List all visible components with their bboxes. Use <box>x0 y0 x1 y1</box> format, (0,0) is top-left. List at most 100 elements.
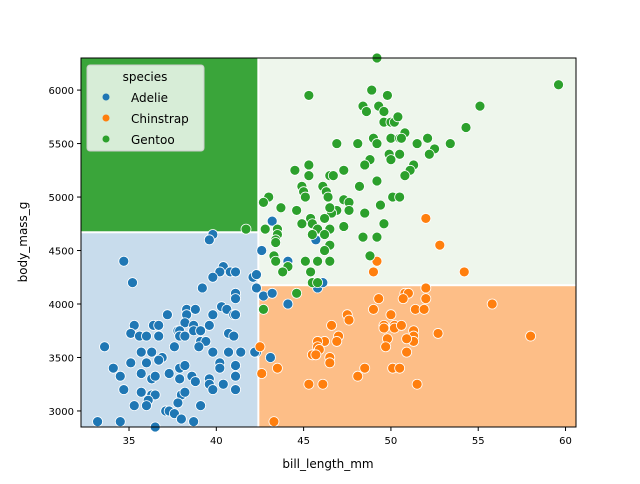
y-tick-label: 6000 <box>49 86 74 97</box>
point-adelie <box>141 400 152 412</box>
point-adelie <box>153 330 165 342</box>
point-chinstrap <box>380 341 392 353</box>
point-chinstrap <box>343 314 355 326</box>
point-adelie <box>135 386 147 398</box>
x-tick-label: 35 <box>123 436 136 447</box>
point-adelie <box>114 370 126 382</box>
point-adelie <box>118 255 130 267</box>
point-adelie <box>230 370 241 382</box>
point-gentoo <box>306 229 318 240</box>
point-adelie <box>92 416 103 428</box>
point-adelie <box>179 330 191 342</box>
legend: species Adelie Chinstrap Gentoo <box>86 64 205 152</box>
y-axis-label: body_mass_g <box>16 202 30 283</box>
x-tick-label: 55 <box>472 436 485 447</box>
point-gentoo <box>303 90 315 101</box>
y-tick-label: 4500 <box>49 247 74 258</box>
point-chinstrap <box>432 328 444 339</box>
y-axis: 3000 3500 4000 4500 5000 5500 6000 <box>49 86 81 418</box>
point-chinstrap <box>324 357 336 369</box>
point-gentoo <box>422 132 433 144</box>
point-gentoo <box>354 180 365 192</box>
point-gentoo <box>275 202 287 214</box>
point-adelie <box>162 309 173 321</box>
point-adelie <box>114 416 126 428</box>
point-adelie <box>207 384 219 395</box>
point-adelie <box>266 215 278 227</box>
point-adelie <box>179 360 191 371</box>
point-adelie <box>230 360 241 371</box>
point-gentoo <box>357 231 369 243</box>
point-chinstrap <box>303 378 315 390</box>
point-adelie <box>127 277 138 289</box>
point-adelie <box>230 293 241 305</box>
point-gentoo <box>258 303 269 315</box>
x-tick-label: 40 <box>210 436 223 447</box>
point-adelie <box>217 378 229 390</box>
point-chinstrap <box>397 293 409 305</box>
point-gentoo <box>270 237 282 248</box>
x-axis: 35 40 45 50 55 60 <box>123 427 572 447</box>
point-chinstrap <box>378 322 390 334</box>
legend-title: species <box>123 70 168 84</box>
point-adelie <box>282 298 294 310</box>
point-adelie <box>99 341 110 353</box>
point-gentoo <box>319 213 330 224</box>
point-gentoo <box>352 138 364 149</box>
point-gentoo <box>378 106 390 117</box>
y-tick-label: 4000 <box>49 300 74 311</box>
point-adelie <box>174 373 186 385</box>
point-adelie <box>207 346 219 358</box>
y-tick-label: 5500 <box>49 140 74 151</box>
point-adelie <box>235 346 247 358</box>
point-adelie <box>175 413 187 425</box>
point-chinstrap <box>359 362 371 374</box>
point-gentoo <box>359 207 371 219</box>
point-chinstrap <box>368 266 379 278</box>
point-chinstrap <box>401 333 413 345</box>
point-chinstrap <box>326 319 337 331</box>
point-gentoo <box>270 255 282 267</box>
point-adelie <box>266 287 278 299</box>
point-adelie <box>153 354 165 366</box>
point-chinstrap <box>418 303 430 315</box>
point-adelie <box>195 325 207 337</box>
point-adelie <box>251 269 262 280</box>
point-chinstrap <box>394 362 406 374</box>
point-gentoo <box>394 191 406 203</box>
plot-frame <box>80 57 577 428</box>
legend-marker-adelie <box>102 93 110 101</box>
point-adelie <box>195 400 207 412</box>
point-gentoo <box>361 106 372 117</box>
point-gentoo <box>291 287 303 299</box>
point-gentoo <box>392 111 404 123</box>
point-chinstrap <box>486 298 498 310</box>
point-gentoo <box>364 250 376 262</box>
point-gentoo <box>411 138 423 149</box>
point-gentoo <box>460 122 472 133</box>
point-adelie <box>207 271 219 283</box>
point-adelie <box>141 330 152 342</box>
point-adelie <box>179 386 191 398</box>
point-gentoo <box>299 191 311 203</box>
point-adelie <box>251 282 262 294</box>
point-gentoo <box>343 205 355 216</box>
point-adelie <box>141 357 152 369</box>
point-chinstrap <box>310 349 322 361</box>
point-gentoo <box>327 170 339 182</box>
point-gentoo <box>319 245 330 256</box>
point-chinstrap <box>411 378 423 390</box>
point-chinstrap <box>368 303 379 315</box>
point-gentoo <box>399 170 411 182</box>
point-gentoo <box>444 138 456 149</box>
point-adelie <box>169 341 180 353</box>
x-tick-label: 50 <box>385 436 398 447</box>
point-gentoo <box>299 255 311 267</box>
point-adelie <box>223 346 234 358</box>
y-tick-label: 3500 <box>49 353 74 364</box>
point-gentoo <box>553 79 564 91</box>
point-chinstrap <box>395 319 407 331</box>
point-gentoo <box>296 218 308 230</box>
point-gentoo <box>382 90 393 101</box>
point-adelie <box>214 362 226 374</box>
